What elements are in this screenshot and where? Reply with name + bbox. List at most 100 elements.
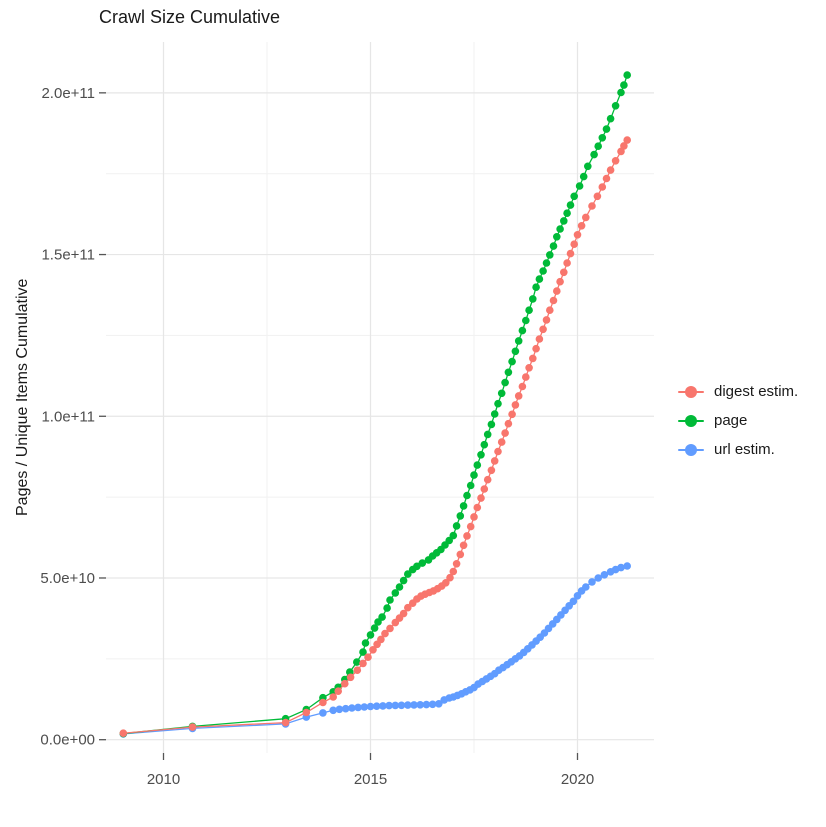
data-point <box>566 201 575 209</box>
data-point <box>446 573 454 582</box>
data-point <box>611 157 620 165</box>
legend-key-icon <box>678 442 704 458</box>
data-point <box>383 604 391 612</box>
data-point <box>473 503 482 512</box>
data-point <box>452 522 461 530</box>
legend-label: digest estim. <box>714 383 799 400</box>
data-point <box>529 295 537 303</box>
series-digest-estim <box>119 136 631 737</box>
data-point <box>518 326 527 335</box>
data-point <box>490 410 499 418</box>
data-point <box>546 251 554 259</box>
data-point <box>522 316 530 325</box>
data-point <box>353 666 362 674</box>
series-page <box>119 71 631 738</box>
data-point <box>594 142 602 150</box>
data-point <box>397 701 406 710</box>
data-point <box>404 603 412 612</box>
data-point <box>463 532 471 540</box>
y-tick-label: 0.0e+00 <box>40 732 95 749</box>
data-point <box>584 162 592 171</box>
data-point <box>553 233 561 241</box>
data-point <box>620 81 628 89</box>
legend-dot-icon <box>685 414 697 427</box>
data-point <box>518 382 527 391</box>
data-point <box>377 635 385 644</box>
data-point <box>598 134 607 142</box>
data-point <box>549 242 558 250</box>
data-point <box>508 410 516 419</box>
data-point <box>573 231 582 239</box>
legend-item-url-estim: url estim. <box>678 441 798 458</box>
data-point <box>319 698 327 707</box>
data-point <box>532 344 540 353</box>
data-point <box>379 702 387 710</box>
y-tick-label: 1.5e+11 <box>41 247 95 264</box>
data-point <box>466 522 475 531</box>
data-point <box>386 624 394 633</box>
data-point <box>483 475 492 484</box>
data-point <box>359 648 367 656</box>
data-point <box>514 392 523 400</box>
data-point <box>514 337 523 345</box>
data-point <box>542 316 551 324</box>
data-point <box>473 461 482 469</box>
data-point <box>354 703 362 712</box>
data-point <box>385 701 393 710</box>
data-point <box>593 192 602 201</box>
data-point <box>575 182 584 190</box>
data-point <box>570 240 578 248</box>
data-point <box>418 559 427 567</box>
data-point <box>348 704 356 712</box>
data-point <box>422 700 431 709</box>
data-point <box>341 704 350 713</box>
data-point <box>378 613 386 621</box>
data-point <box>369 646 377 654</box>
data-point <box>480 440 489 449</box>
data-point <box>483 430 492 439</box>
data-point <box>456 550 465 559</box>
data-point <box>416 701 425 709</box>
data-point <box>602 174 611 183</box>
x-tick-label: 2020 <box>561 771 594 788</box>
data-point <box>470 471 478 479</box>
data-point <box>577 222 586 230</box>
data-point <box>563 259 571 267</box>
data-point <box>508 357 516 366</box>
data-point <box>335 705 344 714</box>
data-point <box>366 702 375 711</box>
data-point <box>529 354 537 363</box>
legend-dot-icon <box>685 443 697 456</box>
data-point <box>329 706 338 715</box>
data-point <box>539 267 547 275</box>
data-point <box>501 378 509 387</box>
data-point <box>556 277 564 286</box>
data-point <box>525 306 533 315</box>
data-point <box>532 283 540 292</box>
data-point <box>617 88 625 97</box>
data-point <box>497 438 506 446</box>
data-point <box>600 571 609 579</box>
data-point <box>602 125 611 133</box>
data-point <box>319 709 327 717</box>
data-point <box>590 150 598 159</box>
data-point <box>623 562 631 570</box>
legend-item-digest-estim: digest estim. <box>678 383 798 400</box>
data-point <box>560 217 568 225</box>
data-point <box>459 502 468 510</box>
data-point <box>346 673 355 682</box>
data-point <box>404 570 412 578</box>
data-point <box>449 567 458 576</box>
x-tick-label: 2010 <box>147 771 180 788</box>
data-point <box>535 275 544 283</box>
data-point <box>546 306 554 315</box>
data-point <box>381 629 389 638</box>
data-point <box>623 71 631 79</box>
legend-key-icon <box>678 413 704 429</box>
x-tick-label: 2015 <box>354 771 387 788</box>
data-point <box>470 513 478 521</box>
data-point <box>620 142 628 150</box>
legend-dot-icon <box>685 385 697 398</box>
data-point <box>598 183 607 191</box>
